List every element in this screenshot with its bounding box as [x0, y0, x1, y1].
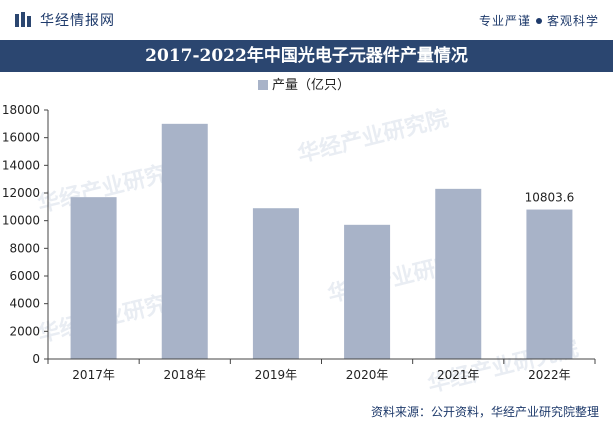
data-labels: 10803.6 — [525, 191, 575, 205]
brand: 华经情报网 — [14, 10, 115, 30]
slogan-right: 客观科学 — [546, 14, 599, 28]
brand-logo-icon — [15, 12, 31, 27]
bar — [70, 197, 117, 359]
bar — [435, 188, 482, 359]
slogan-dot-icon — [535, 18, 542, 24]
bar-series — [70, 123, 573, 359]
y-tick-label: 18000 — [2, 103, 40, 117]
x-axis: 2017年 2018年 2019年 2020年 2021年 2022年 — [47, 358, 596, 382]
brand-name: 华经情报网 — [40, 13, 115, 29]
chart-legend: 产量（亿只） — [258, 78, 350, 93]
x-tick-label: 2021年 — [437, 368, 480, 382]
y-tick-label: 0 — [32, 352, 40, 366]
bar-chart: 华经产业研究院华经产业研究院华经产业研究院华经产业研究院华经产业研究院 产量（亿… — [2, 78, 596, 392]
top-bar: 华经情报网 专业严谨 客观科学 — [0, 0, 613, 40]
bar — [526, 209, 573, 359]
y-tick-label: 2000 — [9, 324, 40, 338]
y-tick-label: 14000 — [2, 158, 40, 172]
watermark-layer: 华经产业研究院华经产业研究院华经产业研究院华经产业研究院华经产业研究院 — [35, 105, 581, 392]
bar — [344, 224, 391, 359]
legend-swatch — [258, 80, 268, 90]
slogan: 专业严谨 客观科学 — [479, 12, 599, 29]
data-label: 10803.6 — [525, 191, 575, 205]
y-tick-label: 10000 — [2, 214, 40, 228]
title-bar — [0, 40, 613, 72]
x-tick-label: 2017年 — [72, 368, 115, 382]
y-tick-label: 12000 — [2, 186, 40, 200]
y-axis: 0 2000 4000 6000 8000 10000 12000 14000 16000 180… — [2, 103, 49, 366]
x-tick-label: 2019年 — [255, 368, 298, 382]
watermark-text: 华经产业研究院 — [295, 105, 451, 167]
x-tick-label: 2022年 — [528, 368, 571, 382]
x-tick-label: 2018年 — [163, 368, 206, 382]
y-tick-label: 6000 — [9, 269, 40, 283]
x-tick-label: 2020年 — [346, 368, 389, 382]
y-tick-label: 16000 — [2, 131, 40, 145]
bar — [252, 208, 299, 359]
source-note: 资料来源：公开资料，华经产业研究院整理 — [370, 405, 599, 419]
y-tick-label: 8000 — [9, 241, 40, 255]
slogan-left: 专业严谨 — [478, 14, 531, 28]
chart-title: 2017-2022年中国光电子元器件产量情况 — [145, 46, 468, 66]
y-tick-label: 4000 — [9, 297, 40, 311]
bar — [161, 123, 208, 359]
legend-label: 产量（亿只） — [272, 78, 350, 93]
